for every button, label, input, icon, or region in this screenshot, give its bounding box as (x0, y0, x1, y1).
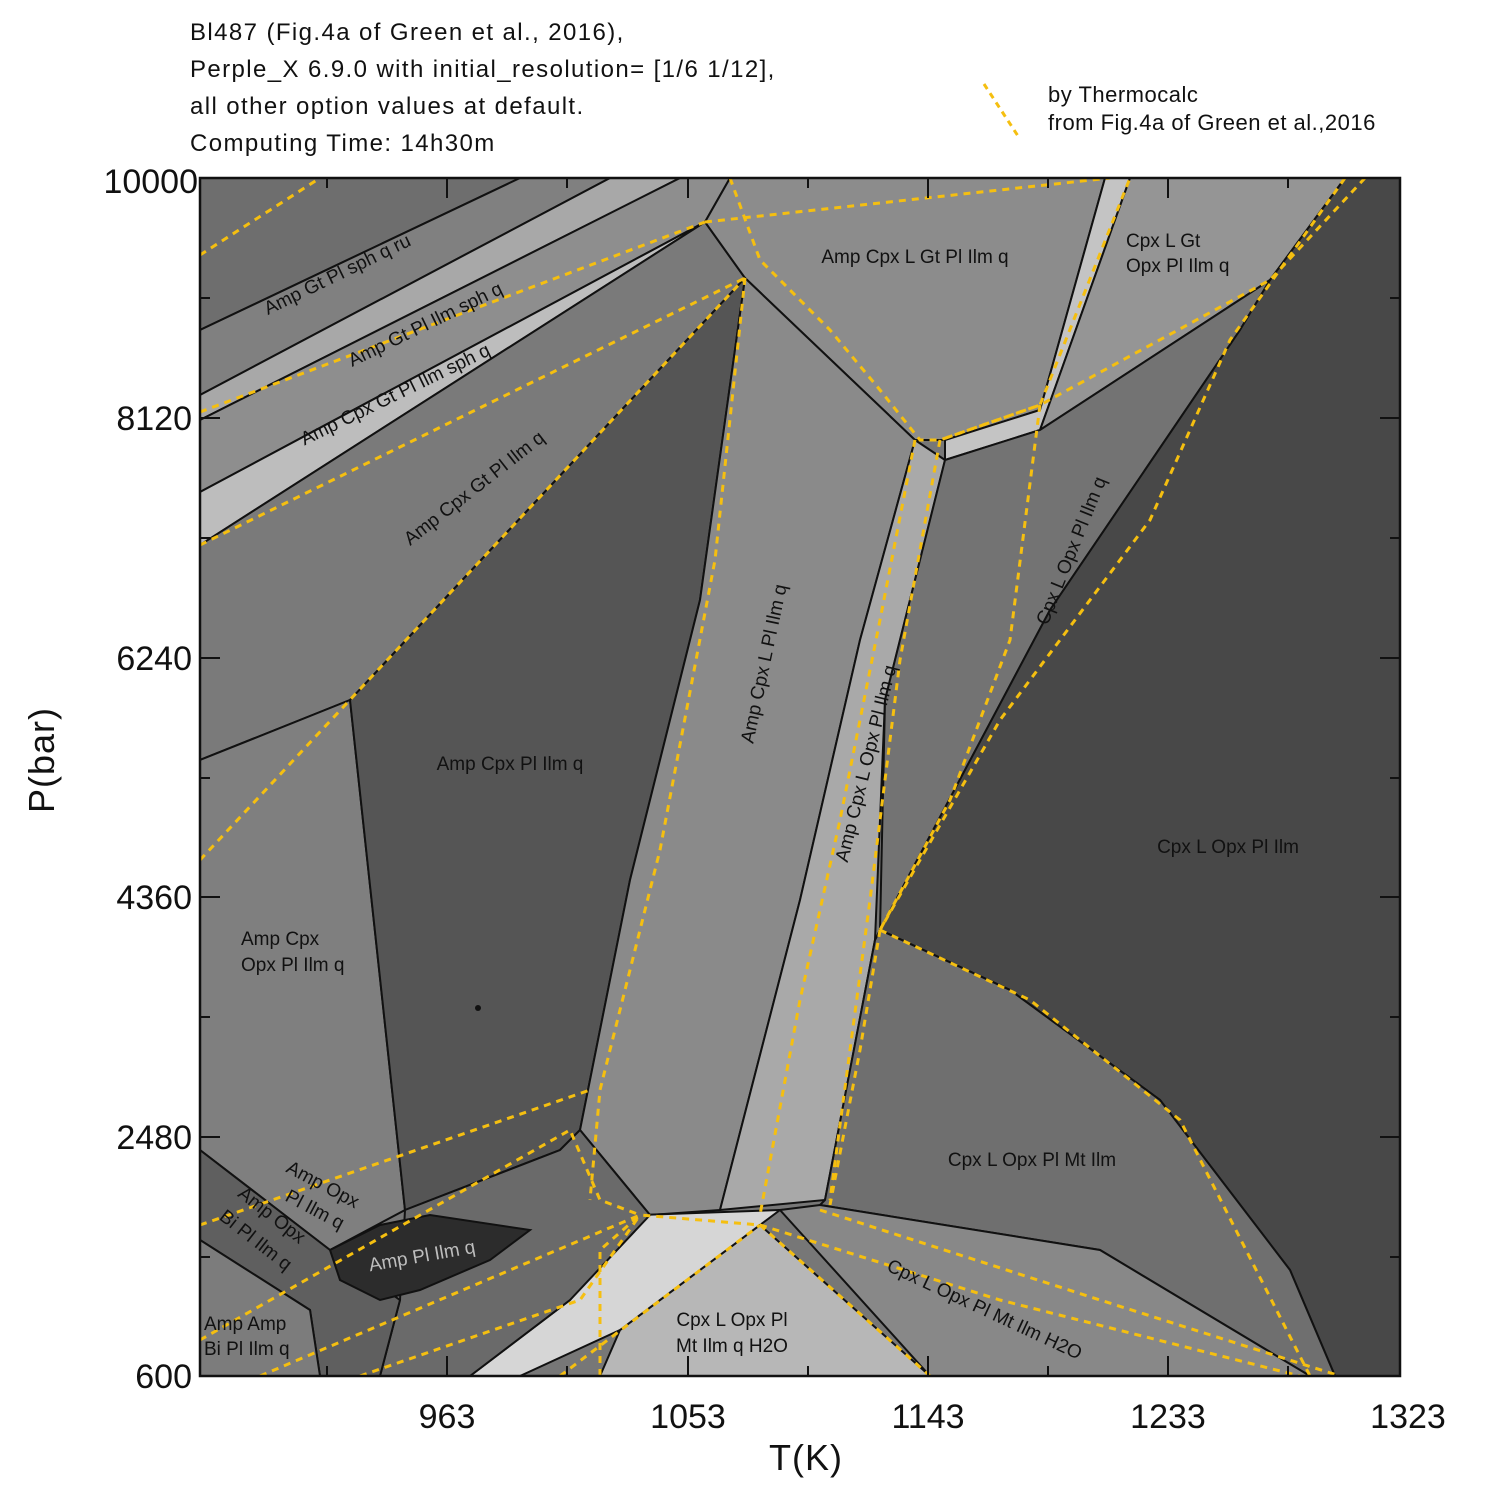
y-tick-label: 8120 (116, 400, 192, 438)
field-label: Bi Pl Ilm q (204, 1339, 290, 1360)
header-line-2: Perple_X 6.9.0 with initial_resolution= … (190, 56, 776, 83)
y-axis-title: P(bar) (21, 707, 62, 813)
x-tick-label: 963 (419, 1398, 476, 1436)
figure-header: Bl487 (Fig.4a of Green et al., 2016), Pe… (190, 14, 950, 162)
field-label: Cpx L Opx Pl (676, 1310, 787, 1331)
field-label: Opx Pl Ilm q (1126, 256, 1229, 277)
legend-line-2: from Fig.4a of Green et al.,2016 (1048, 110, 1376, 135)
y-tick-label: 6240 (116, 640, 192, 678)
header-line-3: all other option values at default. (190, 93, 585, 120)
x-tick-label: 1323 (1370, 1398, 1446, 1436)
field-label: Mt Ilm q H2O (676, 1336, 788, 1357)
field-label: Amp Amp (204, 1314, 286, 1335)
x-tick-label: 1233 (1130, 1398, 1206, 1436)
x-tick-label: 1143 (891, 1398, 964, 1436)
y-tick-label: 10000 (103, 163, 198, 201)
field-label: Cpx L Opx Pl Mt Ilm (948, 1150, 1116, 1171)
thermocalc-boundaries (200, 178, 1367, 1376)
field-label: Cpx L Opx Pl Ilm (1157, 837, 1299, 858)
y-tick-label: 600 (135, 1358, 192, 1396)
x-axis-title: T(K) (769, 1437, 843, 1478)
legend-line-1: by Thermocalc (1048, 82, 1199, 107)
axis-ticks (200, 178, 1400, 1376)
header-line-4: Computing Time: 14h30m (190, 130, 496, 157)
phase-fields (200, 178, 1400, 1376)
y-tick-label: 2480 (116, 1119, 192, 1157)
x-tick-label: 1053 (650, 1398, 726, 1436)
y-tick-label: 4360 (116, 879, 192, 917)
header-line-1: Bl487 (Fig.4a of Green et al., 2016), (190, 19, 625, 46)
field-label: Amp Cpx (241, 929, 320, 950)
field-label: Amp Cpx Pl Ilm q (437, 754, 584, 775)
field-label: Cpx L Gt (1126, 231, 1201, 252)
field-label: Opx Pl Ilm q (241, 955, 344, 976)
legend: by Thermocalc from Fig.4a of Green et al… (980, 80, 1460, 140)
field-label: Amp Cpx L Gt Pl Ilm q (821, 247, 1008, 268)
